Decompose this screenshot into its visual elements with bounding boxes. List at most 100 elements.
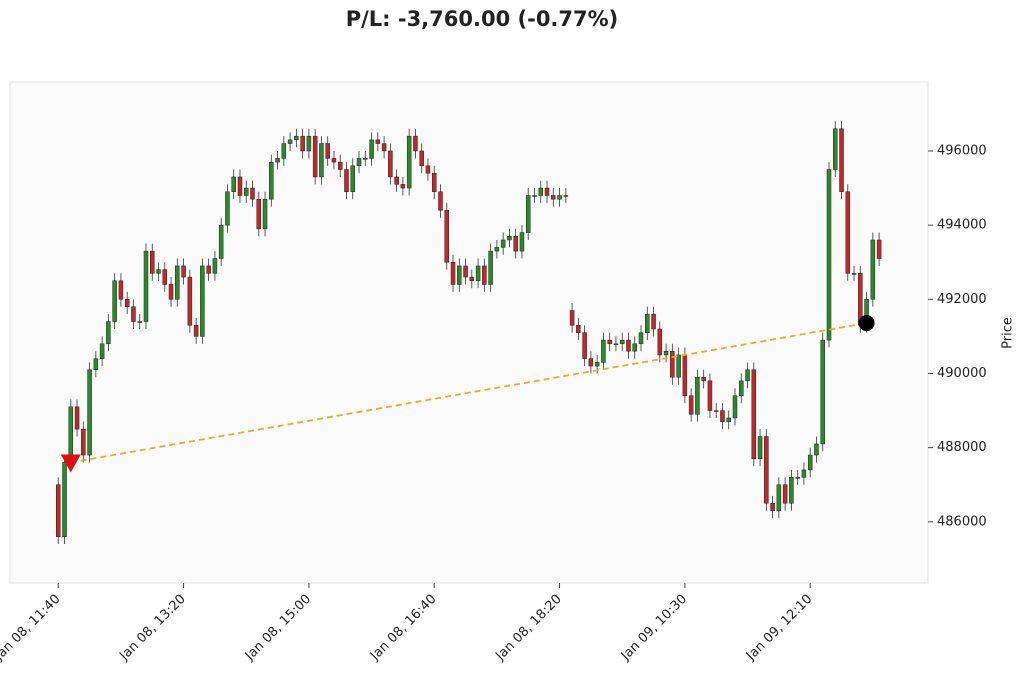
candle-body	[243, 187, 249, 196]
candle-body	[413, 135, 418, 152]
candle-body	[751, 369, 757, 460]
candle-body	[262, 198, 268, 230]
candle-body	[513, 236, 518, 252]
candle-body	[331, 158, 337, 163]
candle-body	[287, 139, 293, 144]
candle-body	[93, 358, 99, 371]
candle-body	[168, 284, 174, 300]
candle-body	[400, 184, 406, 189]
candle-body	[419, 150, 424, 167]
candle-body	[162, 269, 168, 285]
candle-body	[294, 135, 299, 141]
x-tick-label: Jan 08, 15:00	[242, 592, 314, 664]
candle-body	[482, 265, 487, 285]
candle-body	[218, 224, 224, 259]
candle-body	[375, 139, 381, 144]
candle-body	[406, 135, 412, 189]
candle-body	[582, 332, 587, 359]
candle-body	[851, 273, 857, 275]
candle-body	[363, 158, 368, 160]
candle-body	[306, 135, 312, 152]
candle-body	[475, 265, 481, 282]
candle-body	[732, 395, 738, 419]
candle-body	[143, 250, 149, 322]
candle-body	[356, 158, 362, 167]
candle-body	[695, 376, 700, 415]
candle-body	[149, 250, 155, 274]
candle-body	[319, 143, 324, 178]
candle-body	[394, 176, 399, 185]
candle-body	[613, 343, 619, 346]
candle-body	[701, 376, 706, 382]
candle-body	[68, 406, 74, 463]
candle-body	[500, 239, 506, 248]
candle-body	[325, 143, 330, 159]
y-tick-label: 492000	[937, 292, 987, 307]
candle-body	[776, 484, 782, 511]
candle-body	[281, 143, 287, 159]
candle-body	[638, 332, 644, 345]
candle-body	[764, 436, 769, 504]
candle-body	[312, 135, 318, 178]
y-tick-label: 494000	[937, 218, 987, 233]
candle-body	[99, 343, 105, 359]
candle-body	[713, 410, 719, 412]
candle-body	[344, 169, 349, 193]
candle-body	[112, 280, 117, 322]
candle-body	[845, 191, 851, 274]
candle-body	[739, 380, 744, 396]
candle-body	[200, 265, 205, 337]
candle-body	[463, 265, 468, 278]
candle-body	[789, 477, 794, 504]
candle-body	[670, 350, 675, 378]
candle-body	[720, 410, 725, 422]
candle-body	[55, 484, 61, 537]
y-tick-label: 496000	[937, 143, 987, 158]
x-tick-label: Jan 09, 12:10	[743, 592, 815, 664]
candle-body	[607, 339, 612, 345]
candle-body	[231, 176, 236, 193]
candle-body	[651, 313, 656, 330]
candle-body	[300, 135, 305, 152]
candle-body	[337, 161, 343, 170]
candle-body	[770, 503, 775, 511]
candle-body	[175, 265, 180, 300]
candle-body	[833, 128, 838, 170]
candle-body	[676, 354, 681, 378]
y-axis-label: Price	[1001, 317, 1016, 349]
candle-body	[601, 339, 606, 363]
candle-body	[444, 210, 450, 263]
candle-body	[87, 369, 92, 456]
y-tick-label: 490000	[937, 366, 987, 381]
candle-body	[187, 276, 193, 326]
candle-body	[137, 321, 142, 323]
candle-body	[181, 265, 186, 278]
candle-body	[757, 436, 763, 460]
candle-body	[425, 165, 431, 174]
candle-body	[519, 232, 525, 252]
candle-body	[707, 380, 713, 411]
candle-body	[576, 325, 581, 333]
x-tick-label: Jan 09, 10:30	[618, 592, 690, 664]
candle-body	[645, 313, 650, 333]
candle-body	[118, 280, 124, 300]
candle-body	[826, 169, 832, 341]
candle-body	[557, 195, 562, 200]
candle-body	[469, 276, 475, 282]
candle-body	[563, 195, 569, 197]
candle-body	[551, 195, 556, 200]
candle-body	[795, 477, 800, 479]
candle-body	[269, 161, 274, 200]
candle-body	[124, 299, 130, 307]
candle-body	[206, 265, 211, 274]
candle-body	[663, 350, 669, 356]
candle-body	[632, 343, 637, 352]
candle-body	[626, 339, 631, 352]
candle-body	[745, 369, 750, 382]
candle-body	[525, 195, 531, 233]
candle-body	[62, 462, 67, 537]
candle-body	[594, 362, 600, 367]
candle-body	[369, 139, 374, 159]
entry-marker	[60, 454, 81, 473]
candle-body	[801, 469, 807, 478]
